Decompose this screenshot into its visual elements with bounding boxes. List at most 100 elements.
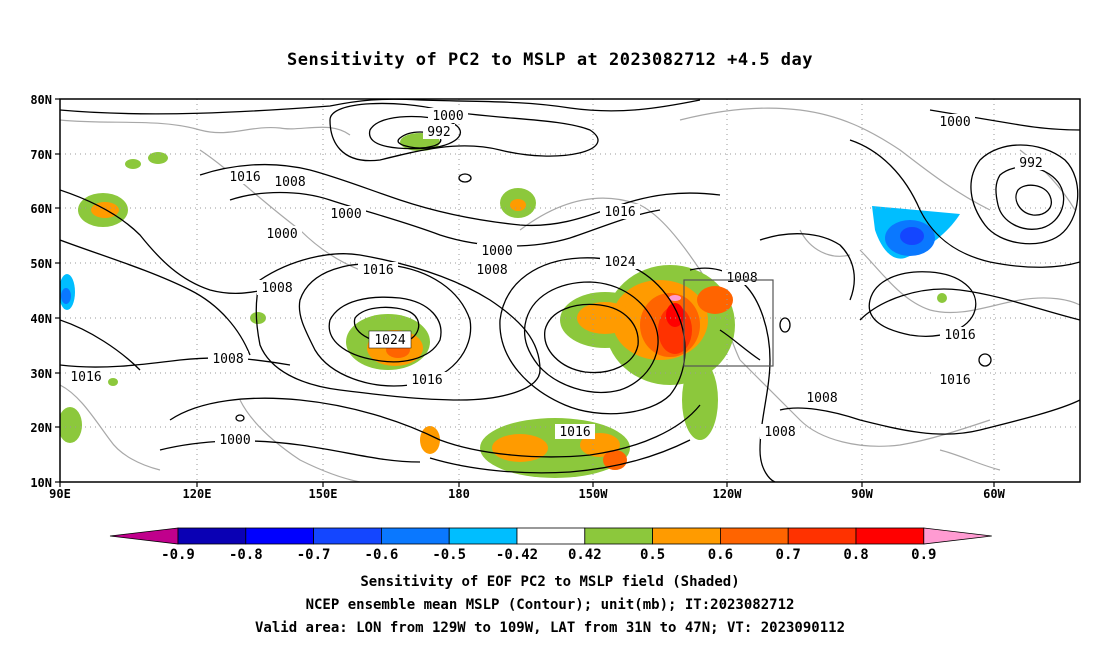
colorbar-label: 0.5 [640,547,665,563]
contour-line [60,239,251,356]
plot-frame [59,98,1081,483]
lon-label: 150W [579,487,609,501]
contour-line [499,257,686,415]
shade-blob [669,295,681,301]
colorbar-swatch [245,527,315,545]
contour-label: 1016 [944,328,975,343]
lon-label: 90W [851,487,873,501]
caption-line-2: NCEP ensemble mean MSLP (Contour); unit(… [305,597,795,613]
contour-label: 1008 [476,263,507,278]
contour-label: 1016 [229,170,260,185]
contour-line [779,317,791,333]
contour-line [199,163,721,227]
contour-labels: 1000 992 1000 1016 1008 1000 1000 1016 1… [66,108,1047,448]
contour-line [353,306,420,345]
contour-label: 1000 [481,244,512,259]
contour-label: 1016 [939,373,970,388]
colorbar-swatch [448,527,518,545]
colorbar-extend-low [109,527,179,545]
colorbar-swatch [313,527,382,545]
colorbar-label: 0.8 [843,547,868,563]
valid-area-box [683,279,774,367]
colorbar-label: -0.9 [161,547,195,563]
coastlines [60,107,1080,482]
contour-line [169,397,701,458]
contour-line [159,440,421,463]
colorbar-extend-high [923,527,992,545]
contour-label: 1016 [411,373,442,388]
contour-line [397,131,442,149]
mslp-contours [60,99,1080,482]
lon-axis [59,482,995,487]
contour-label: 992 [427,125,450,140]
contour-line [1015,184,1052,216]
colorbar: -0.9 -0.8 -0.7 -0.6 -0.5 -0.42 0.42 0.5 0.6 0.7 0.… [109,527,992,563]
shade-blob [682,360,718,440]
lat-label: 30N [30,367,52,381]
contour-label: 1000 [219,433,250,448]
contour-label: 1008 [261,281,292,296]
contour-line [60,99,701,115]
contour-label: 1000 [330,207,361,222]
colorbar-swatch [516,527,586,545]
contour-line [868,271,977,337]
lat-label: 20N [30,421,52,435]
lon-label: 150E [309,487,338,501]
colorbar-label: -0.5 [432,547,466,563]
lat-label: 60N [30,202,52,216]
shade-blob [900,227,924,245]
contour-line [429,439,691,474]
lon-label: 120E [183,487,212,501]
colorbar-swatch [177,527,247,545]
contour-line [779,399,1080,435]
colorbar-label: 0.7 [776,547,801,563]
contour-label: 1008 [212,352,243,367]
colorbar-label: 0.42 [568,547,602,563]
shade-blob [666,303,684,327]
contour-line [369,115,462,150]
contour-label: 1008 [274,175,305,190]
shade-blob [937,293,947,303]
contour-label: 992 [1019,156,1042,171]
shade-blob [60,407,82,443]
colorbar-swatch [584,527,653,545]
shade-blob [510,199,526,211]
contour-label: 1016 [362,263,393,278]
colorbar-swatch [652,527,721,545]
contour-line [523,281,659,394]
lat-label: 40N [30,312,52,326]
colorbar-label: -0.6 [365,547,399,563]
lat-axis [55,98,60,483]
contour-label: 1000 [939,115,970,130]
caption-line-3: Valid area: LON from 129W to 109W, LAT f… [254,620,845,636]
contour-line [229,191,661,247]
gridlines [60,99,1080,482]
contour-line [849,139,1080,268]
contour-line [970,144,1079,245]
shading-negative [60,206,960,310]
contour-line [329,102,599,162]
map-title: Sensitivity of PC2 to MSLP at 2023082712… [286,50,813,70]
lon-label: 60W [983,487,1005,501]
colorbar-label: 0.6 [708,547,733,563]
shade-blob [250,312,266,324]
contour-line [859,288,1080,321]
plot-area [60,99,1080,482]
shade-blob [420,426,440,454]
contour-label: 1008 [726,271,757,286]
lat-label: 10N [30,476,52,490]
lat-label: 50N [30,257,52,271]
contour-line [544,303,639,374]
contour-line [60,357,291,368]
caption-line-1: Sensitivity of EOF PC2 to MSLP field (Sh… [360,574,740,590]
contour-label: 1016 [70,370,101,385]
colorbar-swatch [855,527,925,545]
contour-line [60,319,141,371]
contour-line [235,414,245,422]
shade-blob [492,434,548,462]
contour-label: 1016 [604,205,635,220]
contour-label: 1008 [806,391,837,406]
contour-line [60,189,291,295]
contour-line [255,253,541,401]
